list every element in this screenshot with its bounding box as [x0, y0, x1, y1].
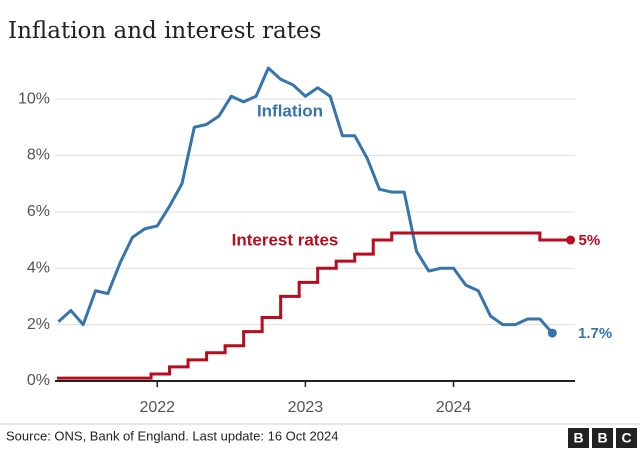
end-dot [547, 328, 557, 338]
logo-letter: B [573, 430, 583, 446]
logo-letter: C [621, 430, 631, 446]
y-tick-label: 10% [18, 90, 50, 107]
series-label: Interest rates [232, 230, 339, 249]
chart-title: Inflation and interest rates [8, 18, 321, 44]
y-tick-label: 4% [27, 259, 50, 276]
end-dot [566, 235, 576, 245]
series-label: Inflation [257, 101, 323, 120]
x-tick-label: 2024 [436, 399, 472, 416]
logo-block [568, 428, 589, 448]
y-tick-label: 6% [27, 203, 50, 220]
x-tick-label: 2022 [139, 399, 175, 416]
y-tick-label: 2% [27, 316, 50, 333]
y-tick-label: 8% [27, 147, 50, 164]
value-label: 1.7% [578, 325, 612, 342]
x-tick-label: 2023 [288, 399, 324, 416]
logo-letter: B [597, 430, 607, 446]
logo-block [592, 428, 613, 448]
logo-block [616, 428, 637, 448]
line [57, 66, 554, 335]
y-tick-label: 0% [27, 372, 50, 389]
value-label: 5% [579, 232, 601, 249]
source-note: Source: ONS, Bank of England. Last updat… [6, 428, 338, 443]
